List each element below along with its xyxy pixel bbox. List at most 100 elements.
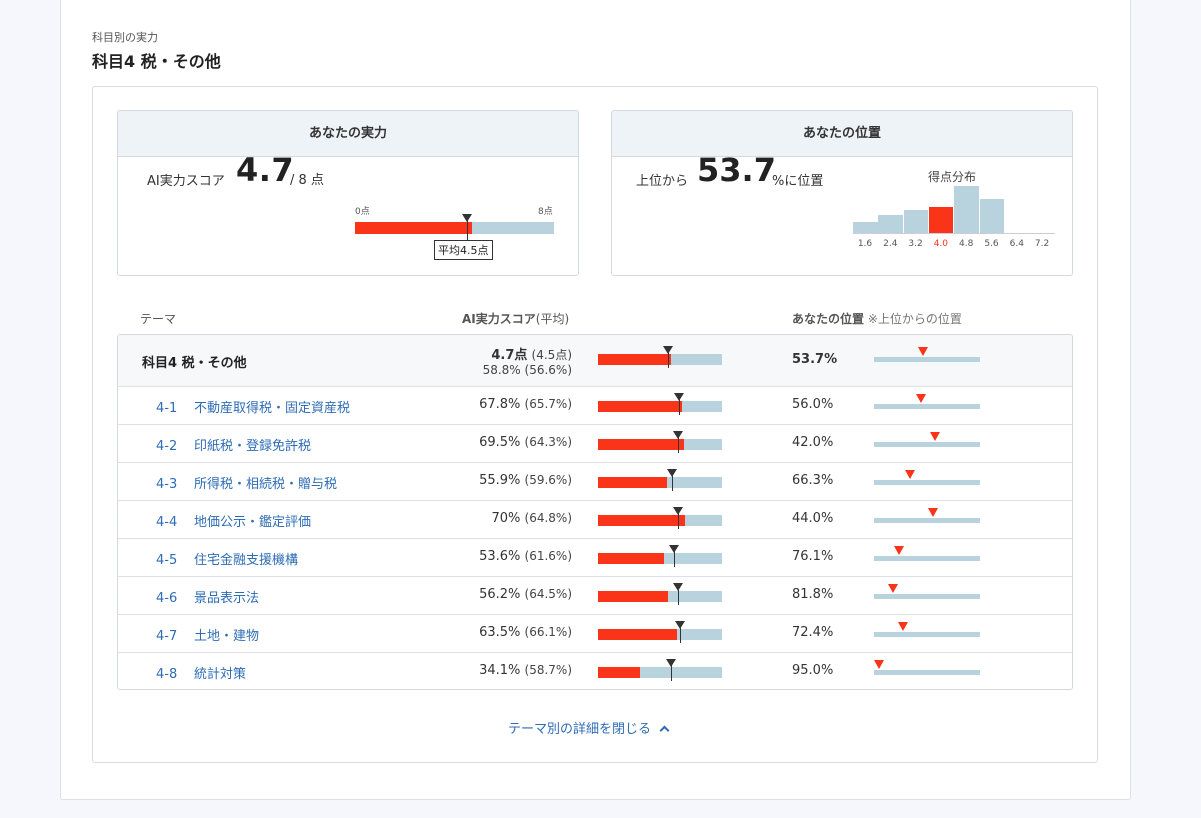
theme-rank: 95.0% (792, 663, 834, 678)
theme-score: 70% (64.8%) (491, 511, 572, 526)
theme-rank-bar (874, 470, 980, 485)
histogram-tick-label: 6.4 (1009, 239, 1024, 249)
average-marker-line (674, 550, 676, 567)
histogram-bar (928, 207, 954, 233)
histogram-tick-label: 3.2 (908, 239, 923, 249)
theme-score: 63.5% (66.1%) (479, 625, 572, 640)
theme-row: 4-6 景品表示法 56.2% (64.5%) 81.8% (118, 576, 1072, 614)
theme-code: 4-3 (156, 477, 178, 492)
theme-score-avg: (64.3%) (524, 435, 572, 449)
average-marker-line (668, 351, 670, 368)
theme-score-bar (598, 659, 722, 681)
theme-score-bar (598, 393, 722, 415)
summary-score-avg: (4.5点) (531, 348, 572, 362)
average-marker-line (678, 512, 680, 529)
theme-name: 土地・建物 (194, 629, 260, 644)
ai-score-bar-fill (355, 222, 472, 234)
summary-score-points: 4.7点 (4.5点) (491, 344, 572, 363)
theme-link[interactable]: 4-3 所得税・相続税・贈与税 (156, 473, 337, 492)
theme-table: 科目4 税・その他 4.7点 (4.5点) 58.8% (56.6%) 53.7… (117, 334, 1073, 690)
theme-score-bar-fill (598, 667, 641, 678)
column-header-position-label: あなたの位置 (792, 312, 865, 326)
theme-score: 34.1% (58.7%) (479, 663, 572, 678)
theme-score-avg: (59.6%) (524, 473, 572, 487)
average-marker-icon (674, 393, 685, 401)
theme-score-bar-fill (598, 553, 665, 564)
theme-rank: 81.8% (792, 587, 834, 602)
position-prefix: 上位から (636, 174, 689, 189)
average-marker-icon (663, 346, 674, 354)
theme-rank-bar (874, 622, 980, 637)
theme-code: 4-8 (156, 667, 178, 682)
subject-caption: 科目別の実力 (92, 31, 158, 44)
close-theme-details-link[interactable]: テーマ別の詳細を閉じる (508, 718, 670, 737)
rank-marker-icon (930, 432, 941, 441)
average-marker-line (677, 588, 679, 605)
theme-rank-bar (874, 584, 980, 599)
rank-marker-icon (894, 546, 905, 555)
ai-score-max: / 8 点 (290, 173, 324, 188)
scale-max-label: 8点 (538, 207, 553, 217)
histogram-axis (853, 233, 1055, 234)
average-marker-icon (673, 507, 684, 515)
average-marker-line (671, 474, 673, 491)
theme-link[interactable]: 4-4 地価公示・鑑定評価 (156, 511, 311, 530)
theme-rank-bar (874, 394, 980, 409)
theme-rank-bar (874, 508, 980, 523)
theme-row: 4-5 住宅金融支援機構 53.6% (61.6%) 76.1% (118, 538, 1072, 576)
theme-link[interactable]: 4-6 景品表示法 (156, 587, 259, 606)
theme-link[interactable]: 4-1 不動産取得税・固定資産税 (156, 397, 350, 416)
ability-box: あなたの実力 AI実力スコア 4.7 / 8 点 0点 8点 平均4.5点 (117, 110, 579, 276)
average-marker-icon (461, 214, 472, 222)
theme-rank: 44.0% (792, 511, 834, 526)
theme-code: 4-6 (156, 591, 178, 606)
theme-score: 69.5% (64.3%) (479, 435, 572, 450)
column-header-theme: テーマ (140, 312, 177, 326)
theme-link[interactable]: 4-5 住宅金融支援機構 (156, 549, 298, 568)
theme-row: 4-7 土地・建物 63.5% (66.1%) 72.4% (118, 614, 1072, 652)
theme-link[interactable]: 4-8 統計対策 (156, 663, 246, 682)
theme-code: 4-2 (156, 439, 178, 454)
summary-rank-bar (874, 347, 980, 362)
theme-score-avg: (66.1%) (524, 625, 572, 639)
theme-name: 統計対策 (194, 667, 247, 682)
rank-marker-icon (898, 622, 909, 631)
summary-pct-avg: (56.6%) (524, 363, 572, 377)
theme-score-value: 56.2% (479, 587, 521, 602)
theme-name: 景品表示法 (194, 591, 260, 606)
position-box-heading: あなたの位置 (612, 111, 1072, 157)
theme-rank-bar (874, 660, 980, 675)
histogram-bar (979, 198, 1004, 233)
summary-name: 科目4 税・その他 (142, 356, 247, 371)
rank-marker-icon (915, 394, 926, 403)
theme-score-bar-fill (598, 477, 668, 488)
theme-score-bar-fill (598, 591, 668, 602)
theme-score-bar (598, 545, 722, 567)
theme-code: 4-4 (156, 515, 178, 530)
theme-score-avg: (64.5%) (524, 587, 572, 601)
theme-score-value: 63.5% (479, 625, 521, 640)
ai-score-value: 4.7 (236, 151, 295, 189)
theme-link[interactable]: 4-2 印紙税・登録免許税 (156, 435, 311, 454)
histogram-tick-label: 7.2 (1034, 239, 1050, 249)
average-marker-line (670, 664, 672, 681)
theme-row: 4-2 印紙税・登録免許税 69.5% (64.3%) 42.0% (118, 424, 1072, 462)
summary-score-value: 4.7点 (491, 348, 528, 363)
theme-rank-bar (874, 432, 980, 447)
theme-score: 55.9% (59.6%) (479, 473, 572, 488)
rank-marker-icon (918, 347, 929, 356)
theme-score-value: 67.8% (479, 397, 521, 412)
theme-name: 不動産取得税・固定資産税 (194, 401, 351, 416)
average-marker-icon (672, 431, 683, 439)
theme-score-avg: (58.7%) (524, 663, 572, 677)
summary-rank: 53.7% (792, 352, 838, 367)
theme-rank-bar (874, 546, 980, 561)
histogram-bar (954, 186, 979, 233)
theme-link[interactable]: 4-7 土地・建物 (156, 625, 259, 644)
theme-code: 4-5 (156, 553, 178, 568)
theme-score-bar-fill (598, 515, 685, 526)
theme-score: 67.8% (65.7%) (479, 397, 572, 412)
histogram-tick-label: 4.8 (959, 239, 974, 249)
position-box: あなたの位置 上位から 53.7 %に位置 得点分布 1.6 2.4 3.2 4.0 4… (611, 110, 1073, 276)
theme-score-bar-fill (598, 401, 683, 412)
